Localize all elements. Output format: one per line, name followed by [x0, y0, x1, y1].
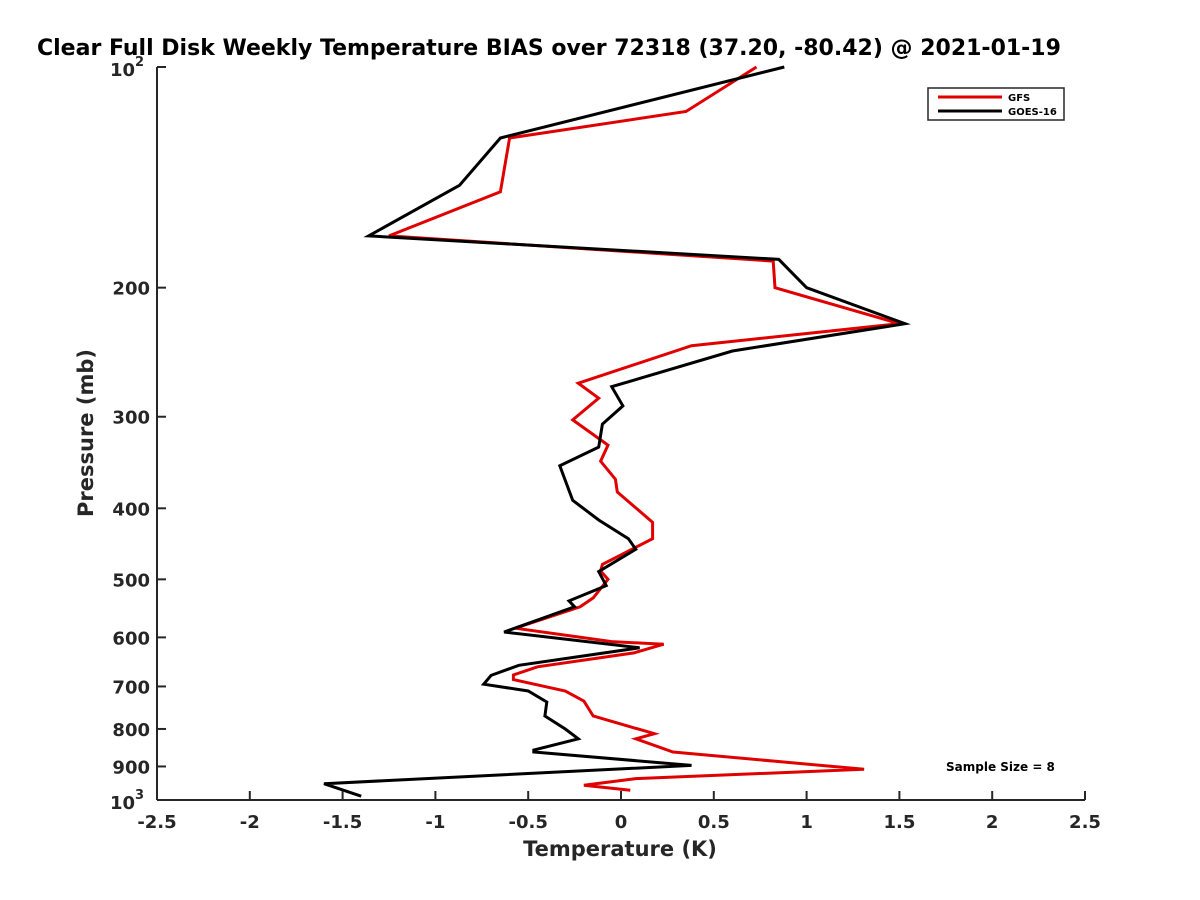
x-tick-label: 2: [986, 812, 999, 833]
chart-title: Clear Full Disk Weekly Temperature BIAS …: [37, 36, 1061, 61]
y-tick-exponent: 2: [135, 55, 144, 70]
y-tick-label: 10 3: [110, 788, 144, 814]
plot-series-group: [323, 65, 911, 798]
y-tick-label: 500: [112, 570, 150, 591]
x-tick-label: 2.5: [1069, 812, 1101, 833]
x-tick-label: 0: [615, 812, 628, 833]
y-tick-label: 700: [112, 677, 150, 698]
legend-label-goes-16: GOES-16: [1008, 107, 1057, 118]
y-tick-label: 300: [112, 408, 150, 429]
y-axis-label: Pressure (mb): [74, 349, 98, 517]
legend-box: [927, 87, 1065, 121]
y-tick-label: 900: [112, 757, 150, 778]
sample-size-annotation: Sample Size = 8: [946, 760, 1055, 774]
x-tick-label: -2: [240, 812, 260, 833]
x-tick-label: 1: [800, 812, 813, 833]
y-tick-label: 600: [112, 628, 150, 649]
y-tick-label: 800: [112, 720, 150, 741]
series-line-goes-16: [323, 65, 911, 798]
x-axis-label: Temperature (K): [523, 837, 717, 861]
x-tick-label: -1.5: [323, 812, 362, 833]
y-tick-base: 10: [110, 60, 135, 81]
x-tick-label: -0.5: [509, 812, 548, 833]
y-tick-label: 400: [112, 499, 150, 520]
legend: GFS GOES-16: [927, 87, 1065, 121]
legend-label-gfs: GFS: [1008, 93, 1030, 104]
y-tick-exponent: 3: [135, 788, 144, 803]
y-tick-base: 10: [110, 793, 135, 814]
axes-group: -2.5 -2 -1.5 -1 -0.5 0 0.5 1 1.5 2 2.510 2200300400…: [110, 55, 1101, 833]
series-line-gfs: [388, 65, 900, 792]
x-tick-label: -2.5: [137, 812, 176, 833]
y-tick-label: 10 2: [110, 55, 144, 81]
x-tick-label: -1: [425, 812, 445, 833]
x-tick-label: 1.5: [883, 812, 915, 833]
x-tick-label: 0.5: [698, 812, 730, 833]
y-tick-label: 200: [112, 279, 150, 300]
